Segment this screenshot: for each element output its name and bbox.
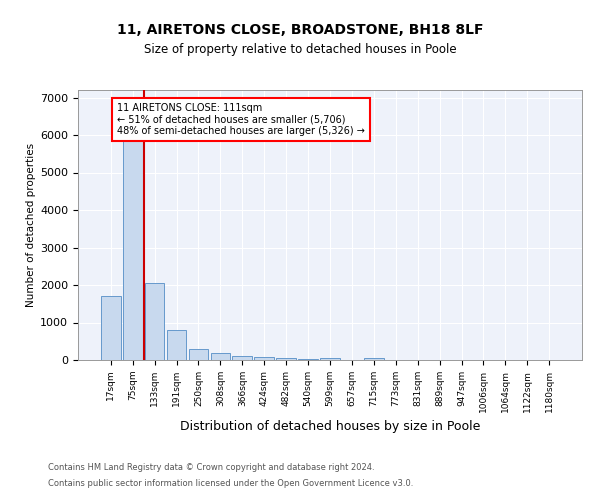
Bar [101, 296, 121, 360]
Bar [188, 349, 208, 360]
Bar [232, 356, 252, 360]
Text: Size of property relative to detached houses in Poole: Size of property relative to detached ho… [143, 42, 457, 56]
Bar [211, 354, 230, 360]
Bar [123, 138, 143, 360]
Bar [364, 358, 384, 360]
Text: Contains public sector information licensed under the Open Government Licence v3: Contains public sector information licen… [48, 478, 413, 488]
Y-axis label: Number of detached properties: Number of detached properties [26, 143, 36, 307]
Bar [145, 283, 164, 360]
Bar [276, 358, 296, 360]
Bar [298, 358, 318, 360]
X-axis label: Distribution of detached houses by size in Poole: Distribution of detached houses by size … [180, 420, 480, 433]
Text: Contains HM Land Registry data © Crown copyright and database right 2024.: Contains HM Land Registry data © Crown c… [48, 464, 374, 472]
Bar [167, 330, 187, 360]
Text: 11 AIRETONS CLOSE: 111sqm
← 51% of detached houses are smaller (5,706)
48% of se: 11 AIRETONS CLOSE: 111sqm ← 51% of detac… [118, 103, 365, 136]
Text: 11, AIRETONS CLOSE, BROADSTONE, BH18 8LF: 11, AIRETONS CLOSE, BROADSTONE, BH18 8LF [117, 22, 483, 36]
Bar [320, 358, 340, 360]
Bar [254, 357, 274, 360]
